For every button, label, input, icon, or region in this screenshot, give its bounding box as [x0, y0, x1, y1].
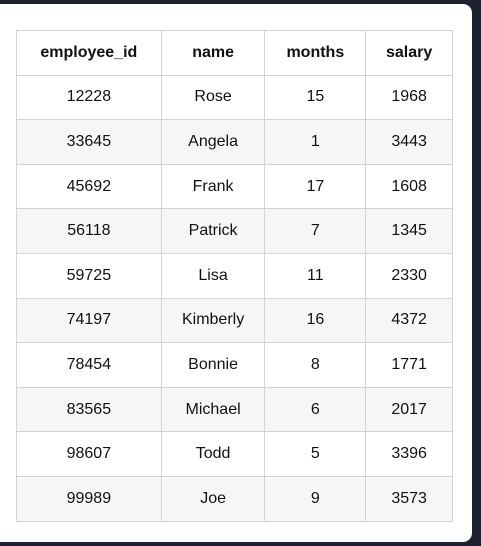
cell-salary: 1345: [365, 208, 453, 254]
column-header-months: months: [264, 30, 367, 76]
table-row: 99989 Joe 9 3573: [16, 475, 453, 522]
table-row: 33645 Angela 1 3443: [16, 119, 453, 165]
header-row: employee_id name months salary: [16, 30, 453, 76]
cell-salary: 3443: [365, 119, 453, 165]
table-row: 98607 Todd 5 3396: [16, 431, 453, 477]
cell-months: 9: [264, 475, 367, 522]
cell-name: Kimberly: [160, 297, 266, 344]
cell-months: 1: [264, 119, 367, 165]
cell-name: Lisa: [160, 252, 266, 299]
cell-salary: 1968: [365, 74, 453, 121]
table-row: 45692 Frank 17 1608: [16, 163, 453, 210]
table-row: 12228 Rose 15 1968: [16, 74, 453, 121]
cell-months: 5: [264, 431, 367, 477]
cell-salary: 1608: [365, 163, 453, 210]
employee-table: employee_id name months salary 12228 Ros…: [16, 30, 453, 522]
cell-employee-id: 45692: [16, 163, 162, 210]
table-row: 59725 Lisa 11 2330: [16, 252, 453, 299]
table-row: 56118 Patrick 7 1345: [16, 208, 453, 254]
cell-employee-id: 12228: [16, 74, 162, 121]
cell-salary: 2017: [365, 386, 453, 433]
cell-months: 6: [264, 386, 367, 433]
cell-months: 17: [264, 163, 367, 210]
cell-employee-id: 78454: [16, 342, 162, 388]
cell-salary: 4372: [365, 297, 453, 344]
cell-months: 16: [264, 297, 367, 344]
cell-months: 15: [264, 74, 367, 121]
cell-name: Michael: [160, 386, 266, 433]
table-card: employee_id name months salary 12228 Ros…: [0, 4, 472, 542]
table-row: 78454 Bonnie 8 1771: [16, 342, 453, 388]
column-header-employee-id: employee_id: [16, 30, 162, 76]
cell-employee-id: 83565: [16, 386, 162, 433]
cell-months: 11: [264, 252, 367, 299]
cell-employee-id: 98607: [16, 431, 162, 477]
cell-salary: 3396: [365, 431, 453, 477]
cell-name: Todd: [160, 431, 266, 477]
cell-employee-id: 33645: [16, 119, 162, 165]
table-row: 74197 Kimberly 16 4372: [16, 297, 453, 344]
cell-salary: 2330: [365, 252, 453, 299]
column-header-salary: salary: [365, 30, 453, 76]
cell-name: Frank: [160, 163, 266, 210]
cell-months: 8: [264, 342, 367, 388]
cell-employee-id: 59725: [16, 252, 162, 299]
cell-months: 7: [264, 208, 367, 254]
cell-name: Bonnie: [160, 342, 266, 388]
cell-name: Patrick: [160, 208, 266, 254]
cell-employee-id: 99989: [16, 475, 162, 522]
cell-name: Angela: [160, 119, 266, 165]
cell-name: Rose: [160, 74, 266, 121]
cell-employee-id: 56118: [16, 208, 162, 254]
table-row: 83565 Michael 6 2017: [16, 386, 453, 433]
cell-salary: 3573: [365, 475, 453, 522]
cell-employee-id: 74197: [16, 297, 162, 344]
column-header-name: name: [160, 30, 266, 76]
cell-name: Joe: [160, 475, 266, 522]
cell-salary: 1771: [365, 342, 453, 388]
